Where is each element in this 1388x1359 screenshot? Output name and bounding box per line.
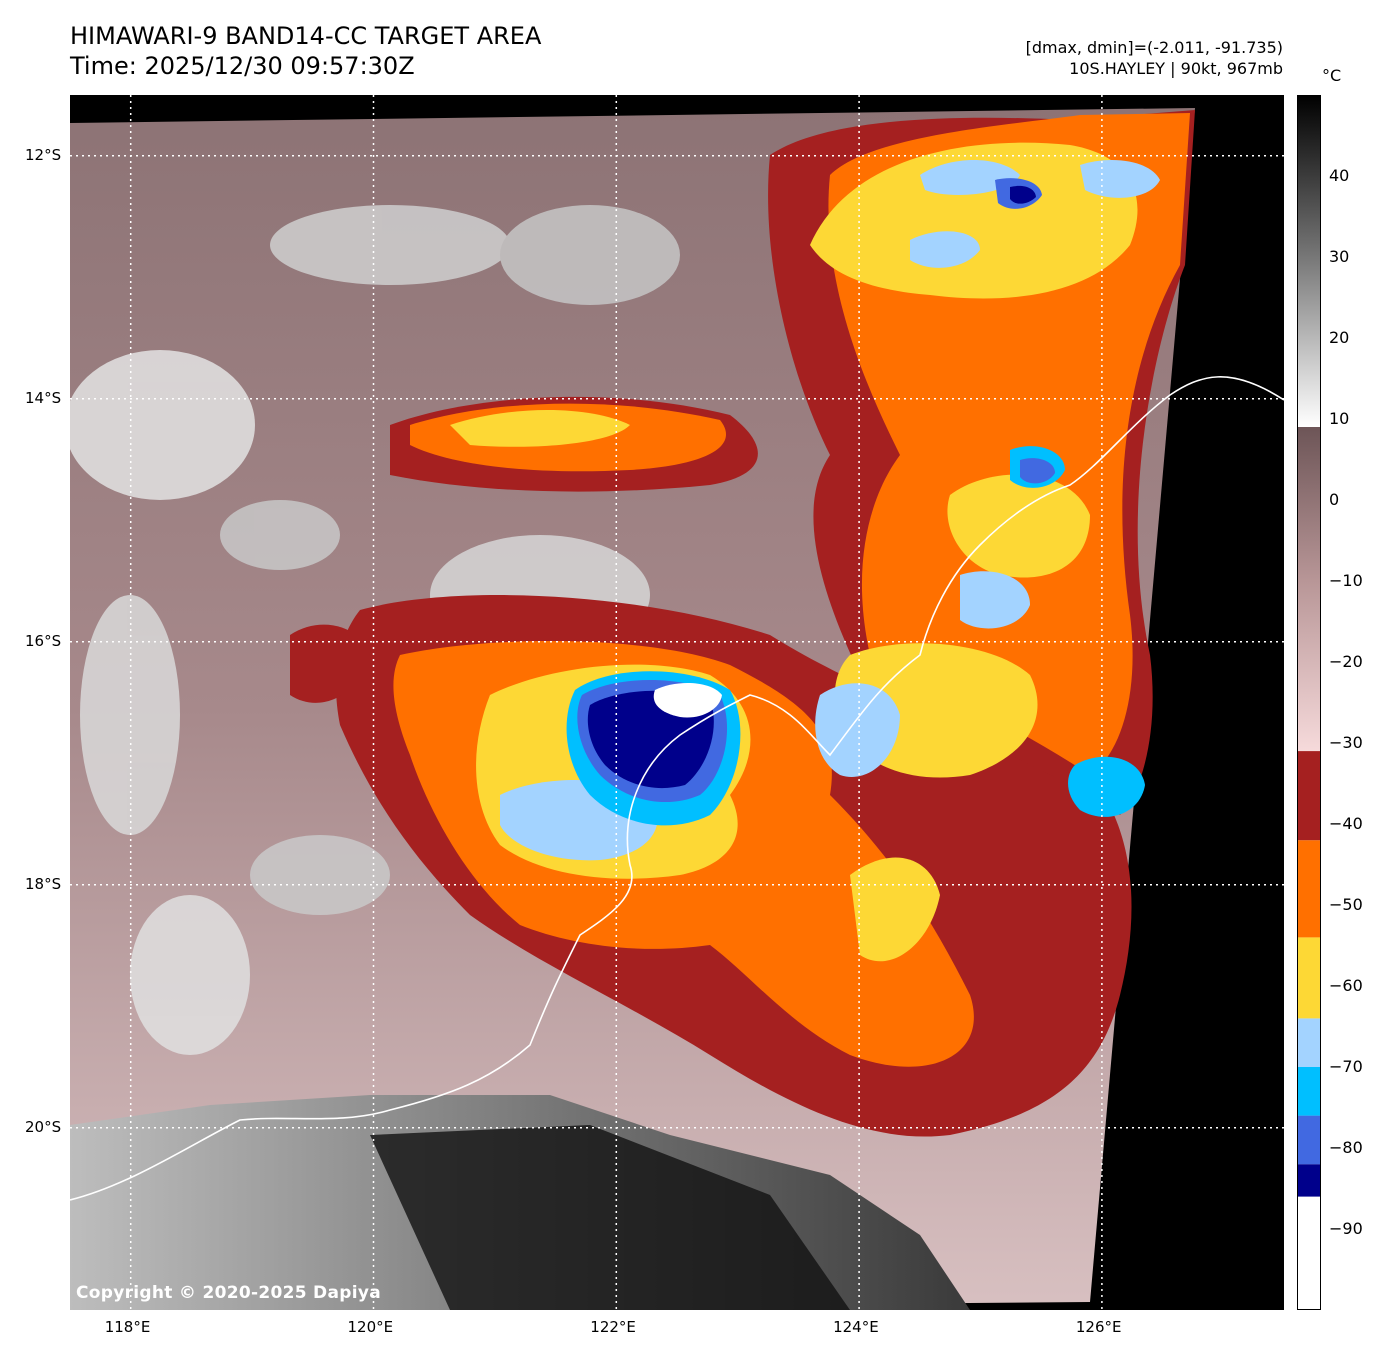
lat-tick-label: 16°S — [25, 631, 62, 650]
colorbar-tick-label: 10 — [1329, 409, 1350, 428]
colorbar-band — [1297, 1115, 1321, 1165]
colorbar-tick-label: −70 — [1329, 1057, 1363, 1076]
cloud-top-core-white — [653, 683, 722, 718]
storm-info-label: 10S.HAYLEY | 90kt, 967mb — [1069, 59, 1283, 78]
lon-tick-label: 118°E — [104, 1318, 151, 1336]
colorbar-tick-label: −30 — [1329, 733, 1363, 752]
lat-tick-label: 20°S — [25, 1117, 62, 1136]
lat-tick-label: 12°S — [25, 145, 62, 164]
chart-title: HIMAWARI-9 BAND14-CC TARGET AREA — [70, 22, 542, 50]
colorbar-unit: °C — [1322, 66, 1342, 85]
timestamp: Time: 2025/12/30 09:57:30Z — [70, 52, 415, 80]
copyright-notice: Copyright © 2020-2025 Dapiya — [76, 1283, 381, 1303]
lat-tick-label: 18°S — [25, 874, 62, 893]
colorbar-band — [1297, 1196, 1321, 1310]
colorbar-band — [1297, 840, 1321, 938]
satellite-map — [70, 95, 1284, 1310]
colorbar-tick-label: 40 — [1329, 166, 1350, 185]
colorbar-gradient — [1297, 95, 1321, 752]
colorbar-tick-label: 0 — [1329, 490, 1340, 509]
lon-tick-label: 120°E — [347, 1318, 394, 1336]
colorbar-band — [1297, 937, 1321, 1019]
lon-tick-label: 124°E — [833, 1318, 879, 1336]
colorbar-tick-label: −20 — [1329, 652, 1363, 671]
lon-tick-label: 126°E — [1075, 1318, 1122, 1336]
colorbar-tick-label: −10 — [1329, 571, 1363, 590]
colorbar-tick-label: −80 — [1329, 1138, 1363, 1157]
colorbar-tick-label: −90 — [1329, 1219, 1363, 1238]
colorbar-band — [1297, 1164, 1321, 1197]
colorbar-band — [1297, 1067, 1321, 1116]
lat-tick-label: 14°S — [25, 388, 62, 407]
lat-lon-grid — [70, 95, 1284, 1310]
coastline — [70, 376, 1284, 1201]
colorbar-band — [1297, 1018, 1321, 1067]
colorbar-tick-label: −50 — [1329, 895, 1363, 914]
colorbar — [1297, 95, 1321, 1310]
lon-tick-label: 122°E — [590, 1318, 636, 1336]
colorbar-tick-label: −40 — [1329, 814, 1363, 833]
value-range-label: [dmax, dmin]=(-2.011, -91.735) — [1025, 38, 1283, 57]
colorbar-tick-label: −60 — [1329, 976, 1363, 995]
colorbar-tick-label: 30 — [1329, 247, 1350, 266]
colorbar-tick-label: 20 — [1329, 328, 1350, 347]
colorbar-band — [1297, 751, 1321, 841]
